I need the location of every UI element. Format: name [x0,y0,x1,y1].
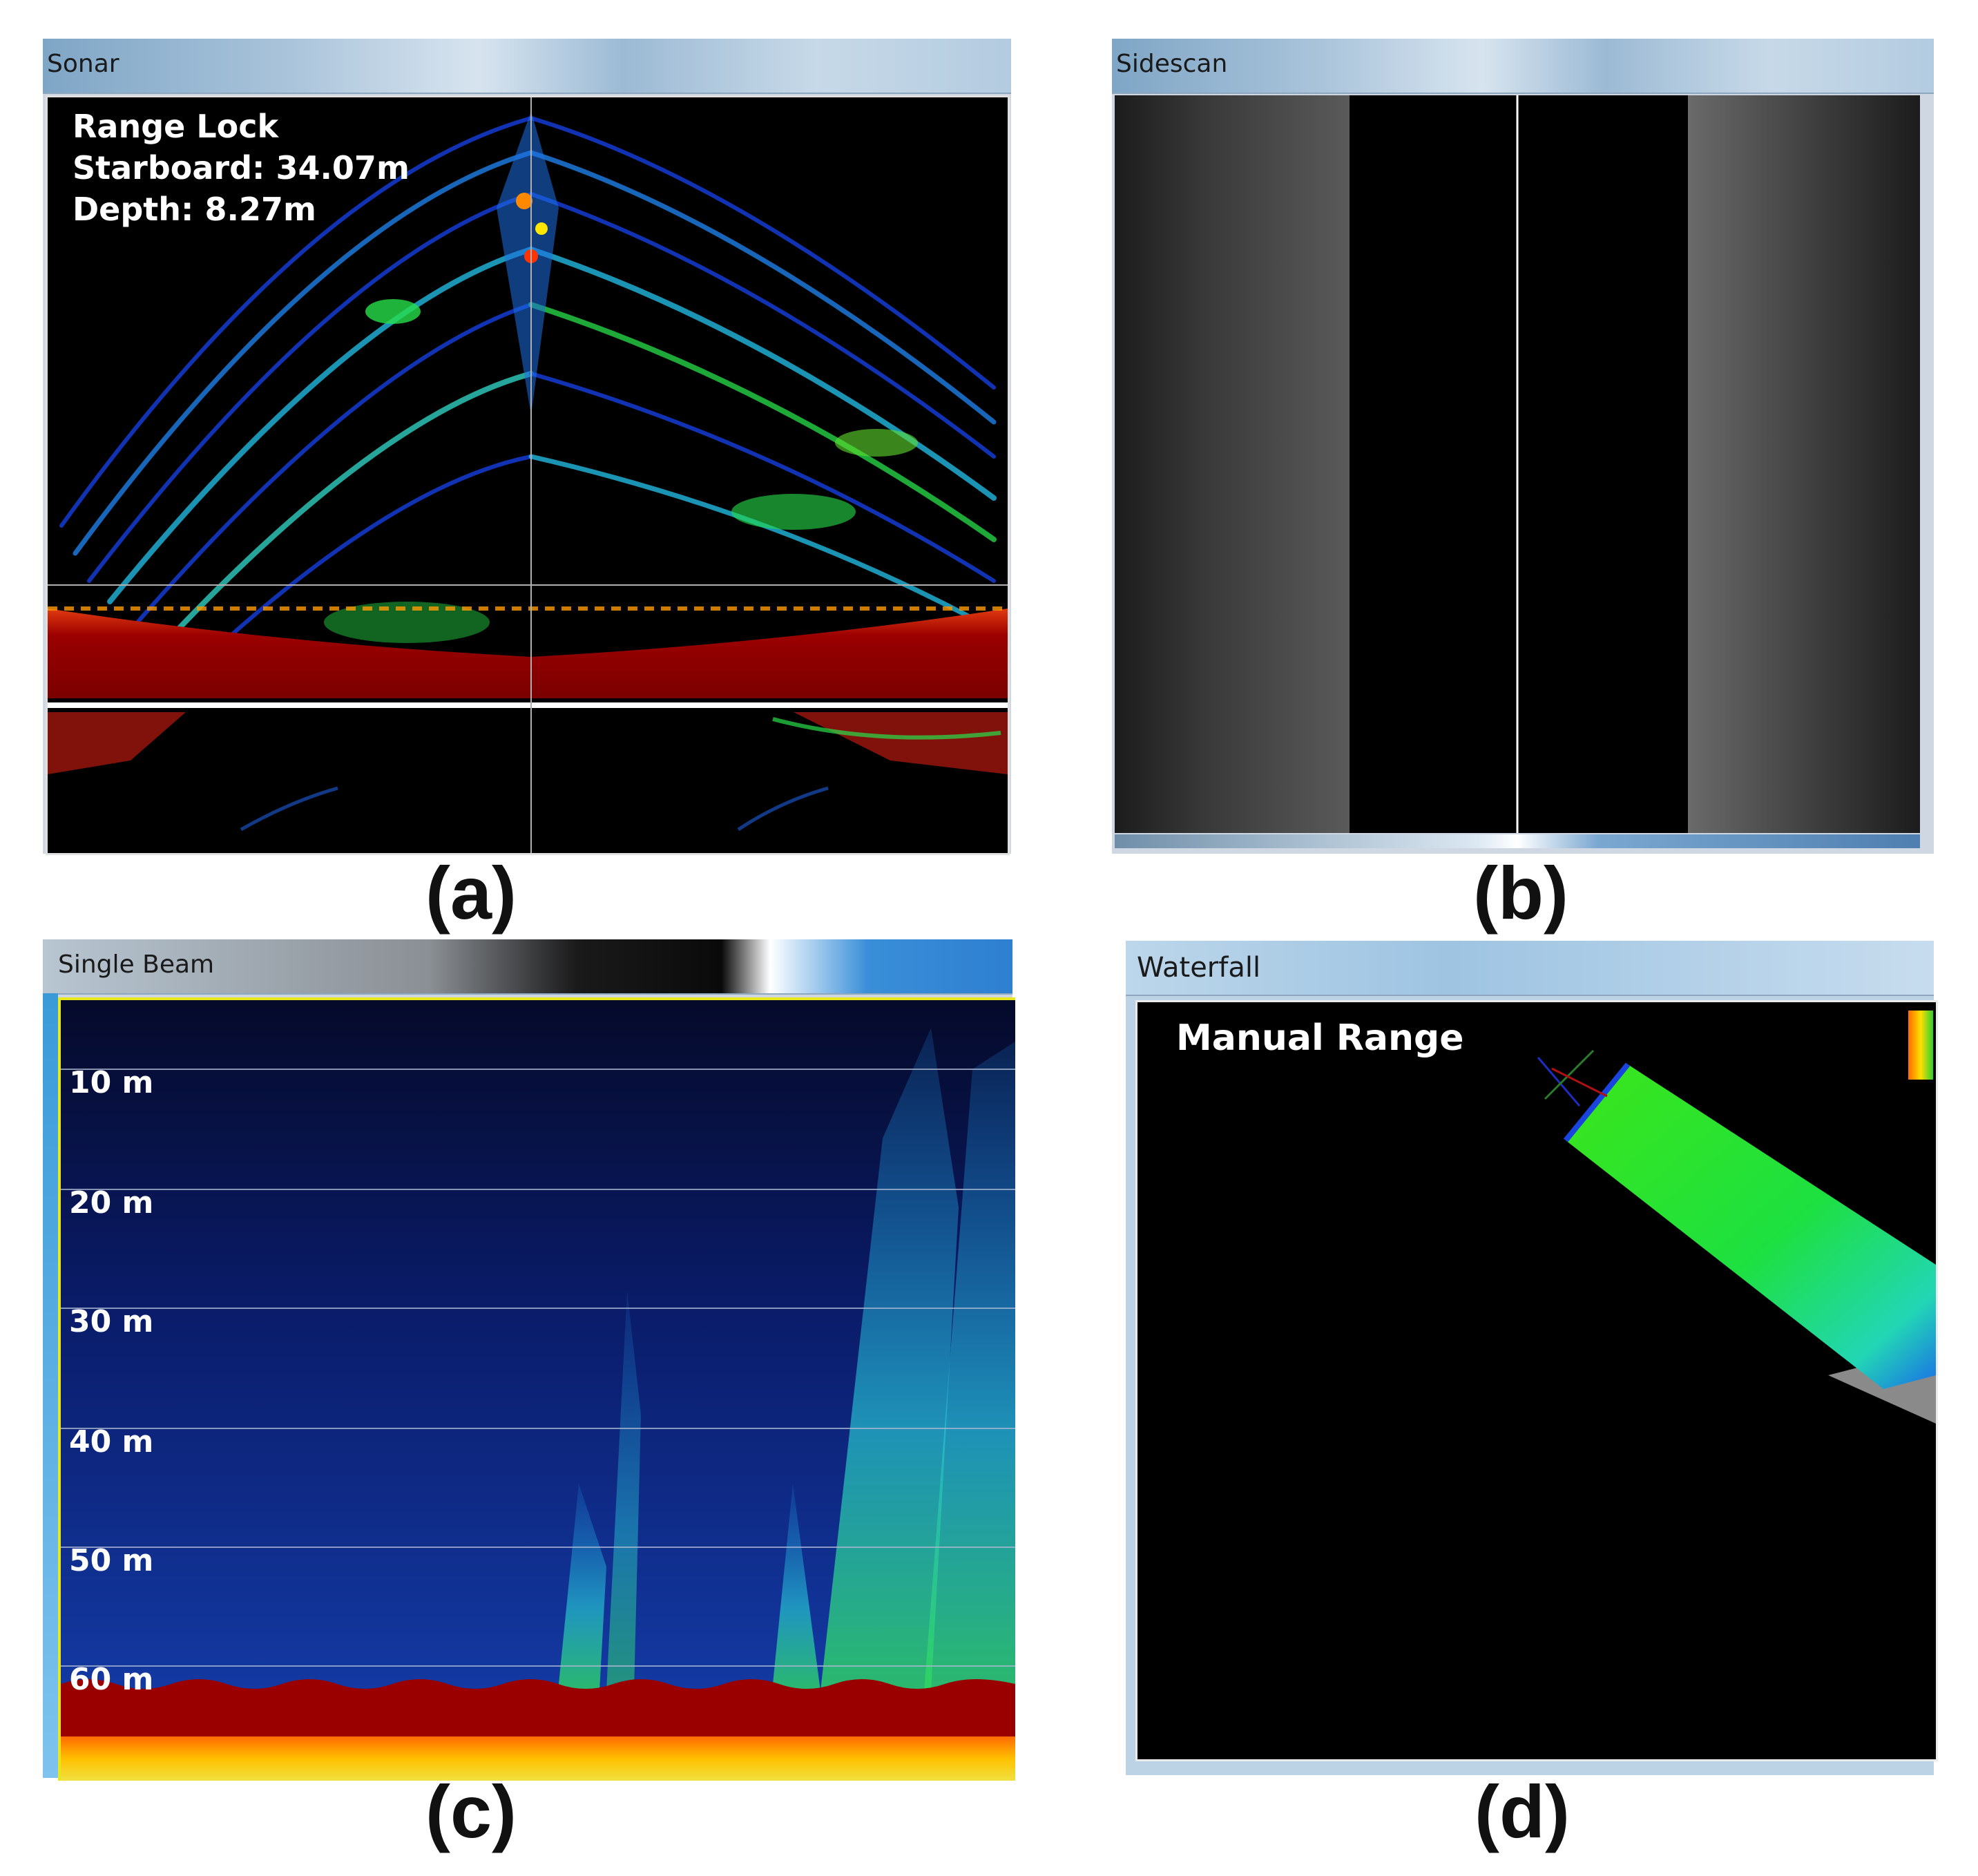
sidescan-image [1115,95,1920,833]
caption-a: (a) [425,851,517,935]
single-beam-image [61,1000,1015,1781]
waterfall-window: Waterfall Manual Range [1126,941,1938,1775]
waterfall-image [1537,1011,1936,1424]
sonar-overlay: Range Lock Starboard: 34.07m Depth: 8.27… [73,106,410,230]
sonar-titlebar[interactable]: Sonar [43,39,1011,94]
caption-d: (d) [1475,1770,1570,1853]
sonar-window: Sonar [43,39,1011,855]
range-mode-label: Range Lock [73,108,279,145]
starboard-readout: Starboard: 34.07m [73,149,410,186]
caption-b: (b) [1473,851,1568,935]
range-mode-label: Manual Range [1176,1017,1464,1059]
depth-label-20: 20 m [69,1185,154,1221]
sonar-title: Sonar [47,50,119,78]
single-beam-titlebar[interactable]: Single Beam [43,939,1012,995]
waterfall-display[interactable]: Manual Range [1135,1000,1938,1761]
caption-c: (c) [425,1770,517,1853]
depth-label-50: 50 m [69,1543,154,1578]
waterfall-titlebar[interactable]: Waterfall [1126,941,1934,996]
depth-readout: Depth: 8.27m [73,191,316,228]
depth-label-40: 40 m [69,1424,154,1459]
sonar-display[interactable]: Range Lock Starboard: 34.07m Depth: 8.27… [46,95,1010,855]
depth-label-60: 60 m [69,1662,154,1697]
single-beam-display[interactable]: 10 m 20 m 30 m 40 m 50 m 60 m [58,997,1015,1781]
sidescan-scrollbar[interactable] [1115,834,1920,848]
single-beam-left-bar [43,993,58,1778]
depth-label-10: 10 m [69,1065,154,1100]
sidescan-titlebar[interactable]: Sidescan [1112,39,1934,94]
single-beam-title: Single Beam [58,950,215,979]
depth-label-30: 30 m [69,1304,154,1339]
waterfall-title: Waterfall [1137,952,1261,984]
sidescan-title: Sidescan [1116,50,1228,78]
sonar-image [48,97,1008,853]
sidescan-display[interactable] [1115,95,1920,833]
sidescan-window: Sidescan [1112,39,1934,854]
single-beam-window: Single Beam [43,939,1015,1781]
